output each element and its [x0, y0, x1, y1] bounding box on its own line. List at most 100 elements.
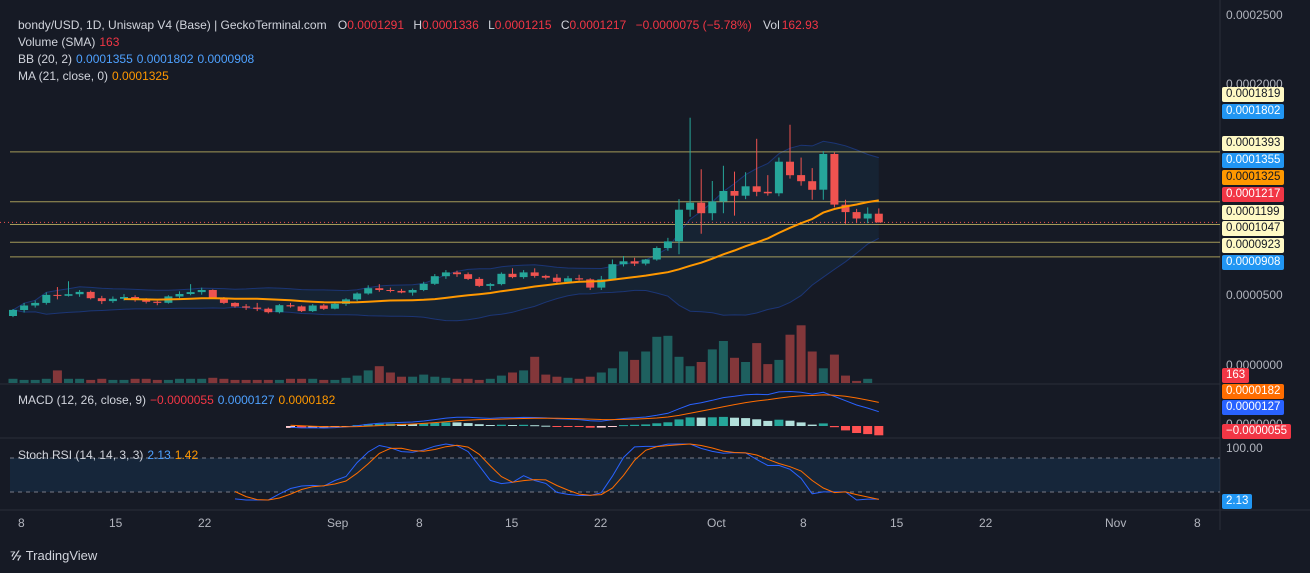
macd-histogram-bar — [874, 426, 884, 436]
volume-bar — [274, 379, 284, 384]
volume-bar — [685, 366, 695, 383]
ma-legend-label: MA (21, close, 0) — [18, 69, 109, 83]
candle-body — [797, 175, 806, 182]
candle-body — [641, 259, 650, 264]
candle-body — [441, 272, 450, 277]
macd-histogram-bar — [741, 418, 751, 426]
candle-body — [686, 202, 695, 210]
volume-bar — [741, 362, 751, 383]
macd-histogram-bar — [863, 426, 873, 435]
volume-bar — [619, 351, 628, 383]
price-tag: 0.0001047 — [1222, 221, 1285, 236]
volume-bar — [829, 354, 839, 383]
candle-body — [774, 161, 783, 194]
price-tag: 0.0001393 — [1222, 136, 1285, 151]
macd-histogram-bar — [430, 423, 440, 426]
price-tag: 0.0000908 — [1222, 255, 1285, 270]
stoch-legend-label: Stoch RSI (14, 14, 3, 3) — [18, 448, 144, 462]
ma-legend[interactable]: MA (21, close, 0) 0.0001325 — [18, 68, 169, 84]
candle-body — [364, 288, 373, 294]
candle-body — [786, 161, 794, 176]
candle-body — [652, 248, 661, 260]
vol-label: Vol — [763, 18, 780, 32]
macd-histogram-bar — [308, 426, 318, 428]
volume-bar — [152, 379, 162, 384]
candle-body — [97, 298, 106, 302]
macd-histogram-bar — [696, 417, 706, 426]
close-value: 0.0001217 — [569, 18, 627, 32]
candle-body — [697, 202, 706, 214]
volume-bar — [263, 379, 273, 384]
time-axis-label: 8 — [800, 516, 807, 530]
volume-bar — [252, 379, 262, 384]
volume-legend[interactable]: Volume (SMA) 163 — [18, 34, 119, 50]
volume-legend-value: 163 — [99, 35, 120, 49]
candle-body — [597, 279, 606, 288]
candle-body — [475, 278, 484, 286]
volume-bar — [219, 378, 229, 383]
volume-bar — [485, 378, 495, 383]
volume-bar — [696, 362, 706, 383]
volume-bar — [208, 377, 218, 384]
price-tag: 0.0001802 — [1222, 104, 1285, 119]
bb-legend[interactable]: BB (20, 2) 0.0001355 0.0001802 0.0000908 — [18, 51, 254, 67]
candle-body — [819, 154, 828, 190]
candle-body — [175, 294, 184, 297]
candle-body — [852, 212, 861, 219]
candle-body — [830, 154, 839, 205]
volume-bar — [241, 379, 251, 384]
candle-body — [375, 288, 384, 290]
macd-histogram-bar — [519, 424, 529, 426]
candle-body — [419, 283, 428, 290]
macd-histogram-bar — [574, 426, 584, 427]
time-axis-label: 22 — [979, 516, 993, 530]
price-tag: 0.0001355 — [1222, 153, 1285, 168]
candle-body — [86, 291, 95, 299]
price-axis-label: 0.0002500 — [1226, 8, 1283, 22]
volume-bar — [530, 356, 540, 384]
volume-bar — [519, 370, 529, 383]
candle-body — [308, 305, 317, 312]
bb-upper-value: 0.0001802 — [136, 52, 194, 66]
time-axis-label: Oct — [707, 516, 726, 530]
volume-tag: 163 — [1222, 368, 1250, 383]
moving-average-line — [123, 199, 879, 304]
macd-signal-line — [290, 394, 879, 428]
candle-body — [630, 261, 639, 264]
tradingview-logo[interactable]: ⁷⁄₇ TradingView — [10, 547, 97, 563]
candle-body — [719, 191, 728, 202]
volume-bar — [41, 378, 51, 383]
volume-bar — [574, 378, 584, 383]
volume-bar — [308, 378, 318, 383]
macd-histogram-bar — [596, 426, 606, 428]
candle-body — [386, 290, 395, 291]
candle-body — [9, 309, 17, 316]
h-label: H — [413, 18, 423, 32]
volume-bar — [197, 378, 207, 383]
price-tag: 0.0001199 — [1222, 205, 1284, 220]
candle-body — [108, 298, 117, 302]
candle-body — [619, 261, 628, 265]
candle-body — [20, 305, 29, 310]
macd-histogram-bar — [841, 426, 850, 431]
candle-body — [408, 290, 417, 293]
open-value: 0.0001291 — [347, 18, 404, 32]
macd-histogram-bar — [363, 424, 373, 426]
time-axis-label: 8 — [18, 516, 25, 530]
stoch-legend[interactable]: Stoch RSI (14, 14, 3, 3) 2.13 1.42 — [18, 447, 198, 463]
macd-histogram-bar — [563, 426, 573, 427]
volume-bar — [385, 372, 395, 383]
time-axis-label: 15 — [109, 516, 123, 530]
time-axis-label: 15 — [890, 516, 904, 530]
candle-body — [253, 307, 262, 309]
candle-body — [231, 302, 239, 307]
macd-histogram-bar — [652, 423, 662, 426]
volume-bar — [397, 376, 406, 383]
o-label: O — [337, 18, 348, 32]
macd-legend[interactable]: MACD (12, 26, close, 9) −0.0000055 0.00001… — [18, 392, 335, 408]
volume-bar — [441, 377, 451, 384]
volume-bar — [785, 334, 795, 383]
candle-body — [286, 305, 295, 307]
bb-legend-label: BB (20, 2) — [18, 52, 73, 66]
